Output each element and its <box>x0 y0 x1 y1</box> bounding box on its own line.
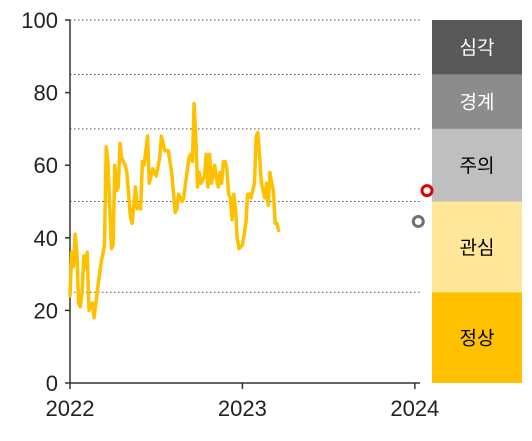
band-label-3: 경계 <box>460 92 495 114</box>
band-1 <box>432 201 522 293</box>
y-tick-label-1: 20 <box>34 298 58 323</box>
y-tick-label-3: 60 <box>34 153 58 178</box>
marker-0 <box>420 184 434 198</box>
x-tick-label-0: 2022 <box>46 396 95 421</box>
band-label-4: 심각 <box>460 37 495 59</box>
series-line-0 <box>68 101 281 320</box>
band-2 <box>432 128 522 202</box>
y-tick-label-2: 40 <box>34 226 58 251</box>
band-0 <box>432 292 522 383</box>
band-label-1: 관심 <box>460 237 495 259</box>
band-3 <box>432 74 522 129</box>
axes <box>69 20 420 384</box>
x-tick-label-2: 2024 <box>390 396 439 421</box>
tick-labels: 0 20 40 60 80 100 2022 2023 2024 <box>21 8 439 421</box>
x-tick-label-1: 2023 <box>218 396 267 421</box>
band-4 <box>432 20 522 75</box>
markers <box>411 184 434 228</box>
y-tick-label-4: 80 <box>34 81 58 106</box>
y-tick-label-5: 100 <box>21 8 58 33</box>
band-label-0: 정상 <box>460 328 495 350</box>
band-label-2: 주의 <box>460 155 495 177</box>
marker-1 <box>411 214 425 228</box>
series <box>68 101 281 320</box>
status-band-legend: 정상 관심 주의 경계 심각 <box>432 20 522 383</box>
y-tick-label-0: 0 <box>46 371 58 396</box>
